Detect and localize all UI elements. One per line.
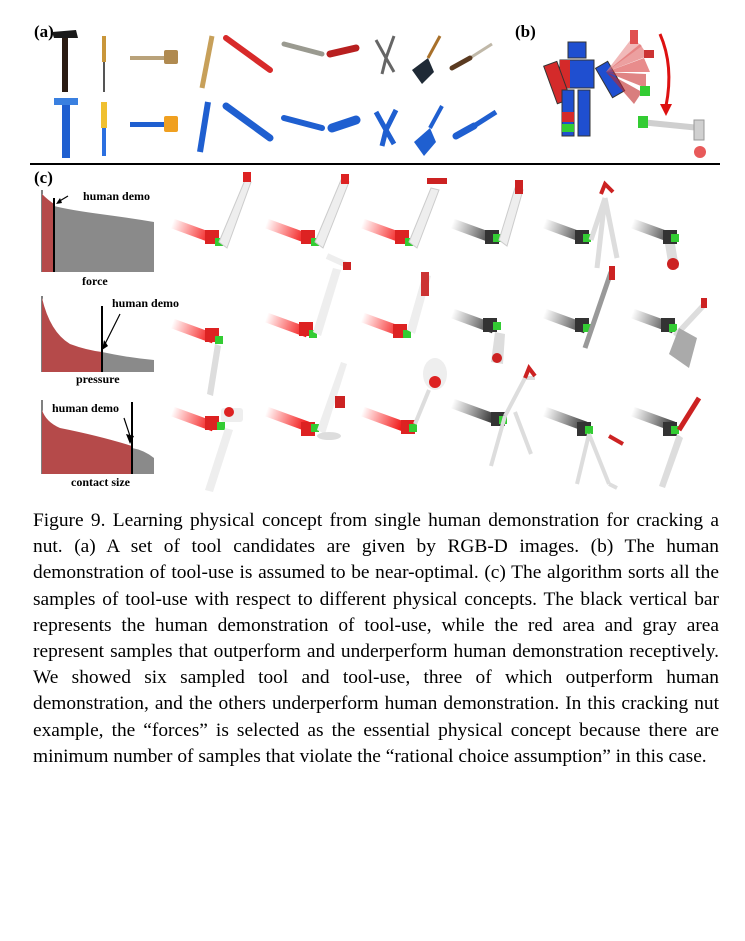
sample-r1-c4	[450, 180, 524, 247]
tool-depth-stick	[197, 101, 211, 153]
sampled-tool-use-grid	[170, 172, 707, 492]
swing-trajectory	[606, 30, 654, 104]
panel-b-human-demo-illustration	[543, 30, 706, 158]
hammer-end-pose	[638, 116, 705, 141]
sample-r3-c5	[542, 406, 624, 490]
sample-r3-c4	[450, 363, 537, 467]
tool-depth-knife	[452, 109, 498, 140]
panel-a-tool-images	[52, 30, 498, 158]
sample-r2-c2	[264, 253, 351, 338]
tool-photo-hammer-1	[52, 30, 78, 92]
plot-force-red-area	[42, 194, 54, 272]
tool-photo-red-screwdriver	[326, 44, 360, 58]
sample-r1-c6	[630, 218, 679, 270]
tool-depth-wrench	[281, 115, 325, 131]
sample-r3-c6	[630, 396, 702, 488]
figure-caption: Figure 9. Learning physical concept from…	[33, 508, 719, 770]
plot-force-gray-area	[54, 206, 154, 272]
plot-contact-size-annotation: human demo	[52, 401, 120, 415]
tool-photo-trowel	[412, 35, 442, 84]
panel-c-label: (c)	[34, 168, 53, 187]
sorted-samples-plot-force	[41, 190, 154, 272]
tool-depth-tube	[222, 102, 274, 142]
plot-contact-size-red-area	[42, 410, 132, 474]
plot-pressure-gray-area	[102, 352, 154, 372]
plot-force-xlabel: force	[82, 274, 108, 288]
sample-r3-c2	[264, 362, 347, 440]
nut-icon	[694, 146, 706, 158]
tool-depth-pliers	[373, 108, 399, 147]
sample-r1-c2	[264, 174, 350, 249]
tool-photo-red-tube	[223, 35, 273, 73]
tool-depth-hammer-1	[54, 98, 78, 158]
sample-r2-c3	[360, 272, 431, 338]
sorted-samples-plot-pressure	[41, 296, 154, 372]
tool-photo-screwdriver	[102, 36, 106, 92]
tool-photo-mallet	[130, 50, 178, 64]
plot-pressure-xlabel: pressure	[76, 372, 120, 386]
sample-r2-c6	[630, 298, 707, 368]
sample-r2-c5	[542, 266, 615, 349]
tool-photo-pliers	[374, 35, 396, 75]
tool-photo-knife	[449, 42, 493, 71]
human-figure	[543, 41, 626, 137]
plot-contact-size-gray-area	[132, 448, 154, 474]
caption-text: Learning physical concept from single hu…	[33, 510, 719, 767]
plot-contact-size-xlabel: contact size	[71, 475, 130, 489]
tool-photo-stick	[199, 35, 215, 89]
plot-force-annotation: human demo	[83, 189, 151, 203]
panel-divider	[30, 163, 720, 165]
panel-b-label: (b)	[515, 22, 536, 41]
tool-depth-trowel	[414, 105, 444, 156]
tool-depth-screwdriver	[101, 102, 107, 156]
sample-r3-c3	[360, 358, 447, 434]
tool-depth-red-screwdriver	[327, 115, 361, 133]
panel-a-label: (a)	[34, 22, 54, 41]
sample-r1-c5	[542, 180, 620, 269]
tool-depth-mallet	[130, 116, 178, 132]
swing-arrow-icon	[658, 33, 672, 116]
sample-r2-c1	[170, 318, 223, 396]
sample-r3-c1	[170, 406, 243, 492]
plot-pressure-red-area	[42, 298, 102, 372]
figure-number: Figure 9.	[33, 510, 106, 531]
plot-pressure-annotation: human demo	[112, 296, 180, 310]
sample-r1-c3	[360, 178, 447, 249]
sample-r2-c4	[450, 308, 505, 364]
tool-photo-wrench	[281, 41, 325, 57]
sorted-samples-plot-contact-size	[41, 400, 154, 474]
sample-r1-c1	[170, 172, 252, 249]
